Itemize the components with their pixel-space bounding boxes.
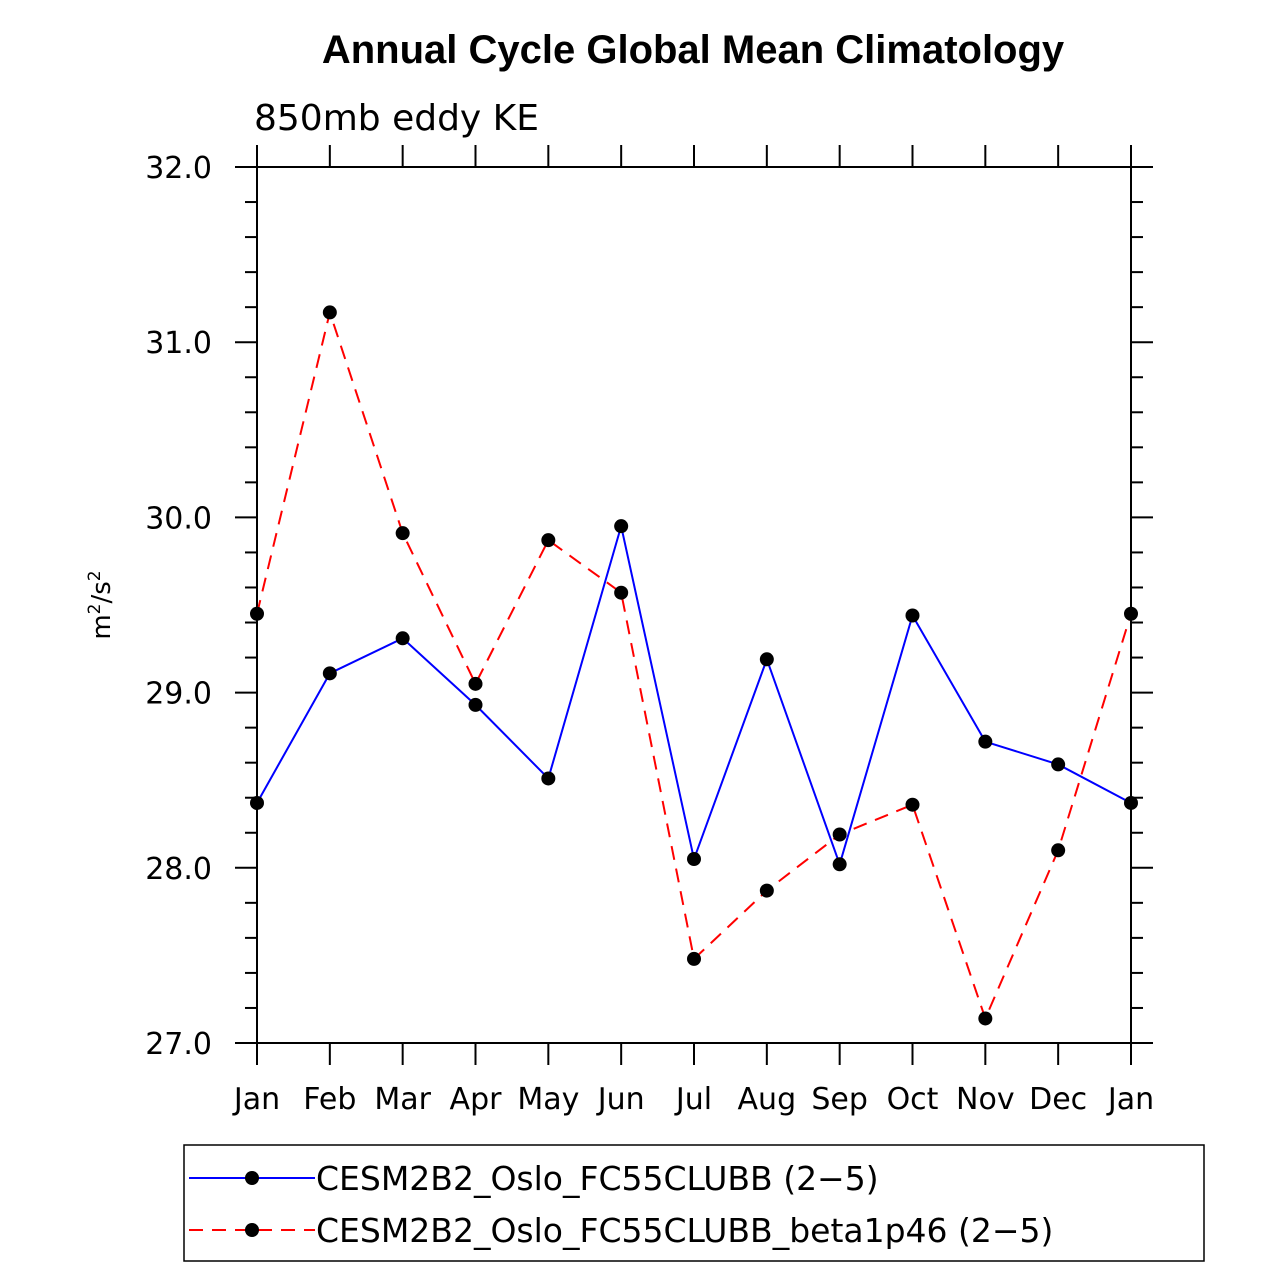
- series-1-point: [541, 771, 556, 786]
- series-2-point: [322, 305, 337, 320]
- y-tick-label: 31.0: [145, 326, 212, 361]
- axes: 27.0 28.0 29.0 30.0 31.0 32.0 Jan Feb Mar Apr May J…: [145, 145, 1154, 1117]
- series-2-point: [541, 533, 556, 548]
- legend-label-2: CESM2B2_Oslo_FC55CLUBB_beta1p46 (2−5): [316, 1211, 1053, 1250]
- x-tick-label: Feb: [303, 1082, 356, 1117]
- x-tick-label: Nov: [956, 1082, 1015, 1117]
- y-axis-label: m2/s2: [85, 570, 117, 639]
- series-2-point: [1124, 606, 1138, 621]
- x-tick-label: Mar: [374, 1082, 431, 1117]
- x-tick-label: Oct: [887, 1082, 939, 1117]
- y-tick-label: 27.0: [145, 1027, 212, 1062]
- series-2-point: [250, 606, 264, 621]
- x-tick-label: May: [517, 1082, 579, 1117]
- x-tick-label: Aug: [738, 1082, 797, 1117]
- series-line-1: [256, 525, 1132, 866]
- y-tick-label: 32.0: [145, 151, 212, 186]
- series-1-point: [1051, 757, 1066, 772]
- x-tick-label: Apr: [450, 1082, 503, 1117]
- legend-marker-2: [245, 1223, 259, 1237]
- series-1-point: [905, 608, 920, 623]
- series-2-point: [614, 585, 629, 600]
- x-tick-label: Sep: [811, 1082, 868, 1117]
- y-tick-label: 29.0: [145, 677, 212, 712]
- series-1-point: [322, 666, 337, 681]
- x-tick-label: Jan: [1106, 1082, 1154, 1117]
- series-line-2: [256, 311, 1132, 1020]
- y-label-exp1: 2: [85, 603, 105, 614]
- series-1-point: [687, 852, 701, 867]
- series-1-point: [250, 795, 264, 810]
- plot-frame: [256, 166, 1132, 1044]
- series-1-point: [614, 519, 629, 534]
- series-2-point: [1051, 843, 1066, 858]
- series-2-point: [395, 526, 410, 541]
- legend-box: [183, 1144, 1205, 1262]
- x-tick-label: Jan: [232, 1082, 280, 1117]
- series-1-point: [1124, 795, 1138, 810]
- x-tick-label: Jun: [596, 1082, 645, 1117]
- series-1-point: [978, 734, 993, 749]
- y-tick-label: 30.0: [145, 501, 212, 536]
- x-tick-label: Jul: [674, 1082, 712, 1117]
- chart-title: Annual Cycle Global Mean Climatology: [322, 28, 1065, 72]
- series-2-point: [905, 797, 920, 812]
- legend-marker-1: [245, 1171, 259, 1185]
- y-tick-label: 28.0: [145, 852, 212, 887]
- series-2-point: [468, 676, 483, 691]
- y-label-unit-m: m: [87, 614, 117, 639]
- chart-subtitle: 850mb eddy KE: [254, 98, 539, 139]
- legend: CESM2B2_Oslo_FC55CLUBB (2−5) CESM2B2_Osl…: [183, 1144, 1205, 1262]
- series-1-point: [759, 652, 774, 667]
- x-tick-label: Dec: [1029, 1082, 1087, 1117]
- series-1-point: [468, 697, 483, 712]
- series-1-point: [395, 631, 410, 646]
- series-2-point: [759, 883, 774, 898]
- y-label-exp2: 2: [85, 570, 105, 581]
- series-2-point: [687, 951, 701, 966]
- series-layer: [250, 305, 1138, 1026]
- y-label-unit-s: /s: [87, 581, 117, 603]
- series-1-point: [832, 857, 847, 872]
- series-2-point: [832, 827, 847, 842]
- legend-label-1: CESM2B2_Oslo_FC55CLUBB (2−5): [316, 1159, 879, 1198]
- series-2-point: [978, 1011, 993, 1026]
